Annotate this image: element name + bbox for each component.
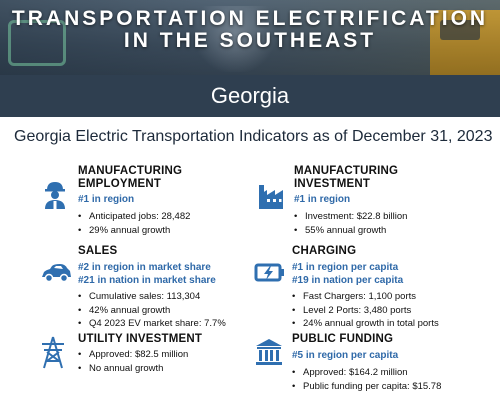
sales-section: SALES #2 in region in market share #21 i…: [40, 245, 255, 330]
factory-icon: [259, 185, 283, 209]
power-tower-icon: [42, 336, 64, 369]
manufacturing-employment-bullets: Anticipated jobs: 28,482 29% annual grow…: [78, 210, 190, 237]
sales-bullets: Cumulative sales: 113,304 42% annual gro…: [78, 290, 226, 331]
bullet-item: 29% annual growth: [78, 224, 190, 238]
sales-rank: #2 in region in market share #21 in nati…: [78, 262, 216, 286]
bullet-item: Level 2 Ports: 3,480 ports: [292, 304, 439, 318]
manufacturing-investment-bullets: Investment: $22.8 billion 55% annual gro…: [294, 210, 407, 237]
bullet-item: Q4 2023 EV market share: 7.7%: [78, 317, 226, 331]
bullet-item: Anticipated jobs: 28,482: [78, 210, 190, 224]
public-funding-rank: #5 in region per capita: [292, 350, 399, 361]
charging-bullets: Fast Chargers: 1,100 ports Level 2 Ports…: [292, 290, 439, 331]
public-funding-bullets: Approved: $164.2 million Public funding …: [292, 366, 441, 393]
manufacturing-investment-section: MANUFACTURING INVESTMENT #1 in region In…: [256, 165, 486, 240]
charging-rank: #1 in region per capita #19 in nation pe…: [292, 262, 404, 286]
bullet-item: Public funding per capita: $15.78: [292, 380, 441, 394]
banner-background-graphic: [190, 6, 280, 72]
banner-title-line1: TRANSPORTATION ELECTRIFICATION: [11, 7, 489, 30]
banner-title-line2: IN THE SOUTHEAST: [123, 29, 377, 52]
public-funding-section: PUBLIC FUNDING #5 in region per capita A…: [254, 333, 494, 398]
bullet-item: 55% annual growth: [294, 224, 407, 238]
bullet-item: 42% annual growth: [78, 304, 226, 318]
bullet-item: Investment: $22.8 billion: [294, 210, 407, 224]
utility-investment-bullets: Approved: $82.5 million No annual growth: [78, 348, 188, 375]
sales-heading: SALES: [78, 245, 118, 257]
page-title: Georgia Electric Transportation Indicato…: [14, 128, 493, 145]
worker-icon: [45, 182, 65, 209]
charging-heading: CHARGING: [292, 245, 357, 257]
state-name: Georgia: [0, 75, 500, 117]
bullet-item: 24% annual growth in total ports: [292, 317, 439, 331]
bullet-item: Cumulative sales: 113,304: [78, 290, 226, 304]
utility-investment-section: UTILITY INVESTMENT Approved: $82.5 milli…: [40, 333, 255, 383]
government-building-icon: [256, 339, 282, 365]
bullet-item: Fast Chargers: 1,100 ports: [292, 290, 439, 304]
manufacturing-employment-heading: MANUFACTURING EMPLOYMENT: [78, 165, 183, 190]
utility-investment-heading: UTILITY INVESTMENT: [78, 333, 203, 345]
banner-charger-graphic: [8, 20, 66, 66]
manufacturing-employment-section: MANUFACTURING EMPLOYMENT #1 in region An…: [40, 165, 250, 240]
header-banner: TRANSPORTATION ELECTRIFICATION IN THE SO…: [0, 0, 500, 75]
bullet-item: Approved: $164.2 million: [292, 366, 441, 380]
banner-title: TRANSPORTATION ELECTRIFICATION IN THE SO…: [0, 8, 500, 52]
bullet-item: No annual growth: [78, 362, 188, 376]
public-funding-heading: PUBLIC FUNDING: [292, 333, 394, 345]
charging-section: CHARGING #1 in region per capita #19 in …: [254, 245, 494, 330]
manufacturing-investment-rank: #1 in region: [294, 194, 351, 205]
manufacturing-employment-rank: #1 in region: [78, 194, 135, 205]
banner-bus-graphic: [430, 10, 500, 75]
manufacturing-investment-heading: MANUFACTURING INVESTMENT: [294, 165, 399, 190]
bullet-item: Approved: $82.5 million: [78, 348, 188, 362]
battery-charging-icon: [254, 263, 284, 282]
car-icon: [42, 264, 71, 283]
